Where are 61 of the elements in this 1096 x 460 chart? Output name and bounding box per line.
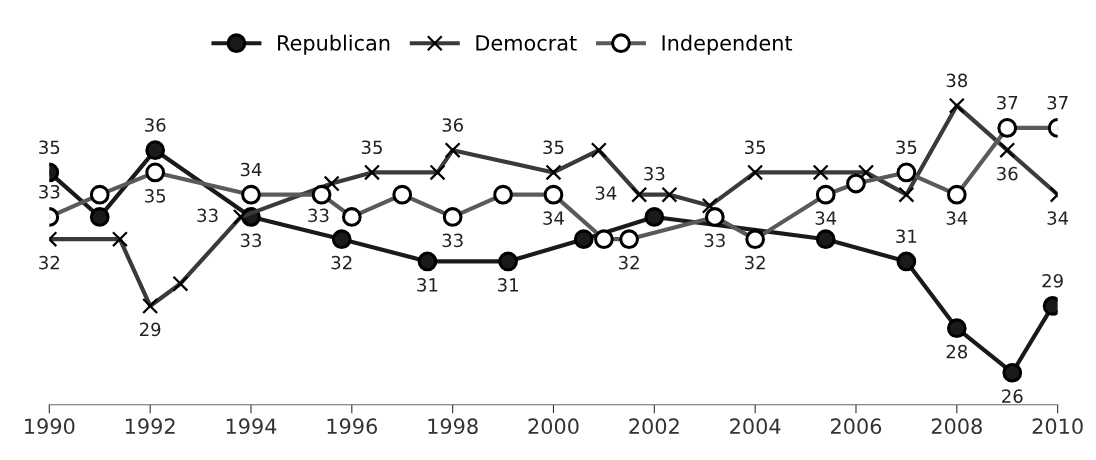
point [145, 140, 166, 161]
data-label: 34 [543, 211, 564, 225]
data-label: 34 [815, 211, 837, 225]
point [417, 251, 438, 272]
x-tick-label: 2002 [629, 418, 679, 435]
point [1002, 362, 1023, 383]
data-label: 33 [442, 233, 463, 248]
legend-label: Republican [278, 34, 390, 55]
data-label: 31 [497, 278, 518, 292]
data-label: 33 [197, 208, 218, 223]
x-tick-label: 2000 [528, 418, 579, 435]
data-label: 31 [896, 229, 917, 244]
data-label: 36 [145, 118, 166, 132]
data-label: 31 [417, 278, 438, 292]
data-label: 35 [145, 189, 166, 203]
data-label: 28 [946, 344, 968, 359]
data-label: 29 [139, 322, 161, 337]
data-label: 38 [946, 73, 968, 88]
data-label: 32 [39, 255, 59, 270]
data-label: 32 [331, 255, 352, 270]
data-label: 34 [240, 162, 262, 177]
x-tick-label: 1990 [25, 418, 75, 435]
data-label: 35 [543, 140, 564, 155]
point [331, 229, 352, 250]
data-label: 32 [745, 255, 765, 270]
x-tick-label: 1992 [125, 418, 175, 435]
data-label: 32 [618, 255, 639, 270]
data-label: 36 [442, 118, 463, 132]
data-label: 34 [595, 186, 617, 200]
data-label: 34 [1047, 211, 1069, 225]
data-label: 29 [1042, 273, 1063, 288]
data-label: 26 [1002, 389, 1023, 403]
point [896, 251, 917, 272]
point [498, 251, 518, 272]
point [946, 318, 967, 339]
legend-label: Democrat [476, 35, 577, 51]
point [89, 207, 110, 227]
data-label: 36 [997, 166, 1018, 181]
x-tick-label: 1998 [428, 418, 478, 435]
data-label: 35 [361, 140, 382, 155]
data-label: 37 [1047, 95, 1068, 110]
x-tick-label: 1994 [226, 418, 277, 435]
x-tick-label: 2008 [931, 418, 982, 435]
data-label: 35 [896, 140, 917, 155]
x-tick-label: 2004 [730, 418, 781, 435]
point [815, 229, 836, 250]
x-tick-label: 1996 [327, 418, 378, 435]
data-label: 33 [39, 184, 60, 199]
data-label: 33 [704, 233, 725, 248]
data-label: 35 [745, 140, 766, 155]
data-label: 34 [946, 211, 968, 225]
data-label: 33 [240, 233, 262, 248]
legend-label: Independent [662, 34, 793, 55]
x-tick-label: 2010 [1032, 418, 1083, 435]
data-label: 37 [997, 95, 1018, 110]
x-tick-label: 2006 [830, 418, 882, 435]
point [573, 229, 594, 250]
point [644, 207, 665, 227]
data-label: 33 [308, 208, 329, 223]
data-label: 35 [39, 140, 60, 155]
data-label: 33 [644, 166, 665, 181]
